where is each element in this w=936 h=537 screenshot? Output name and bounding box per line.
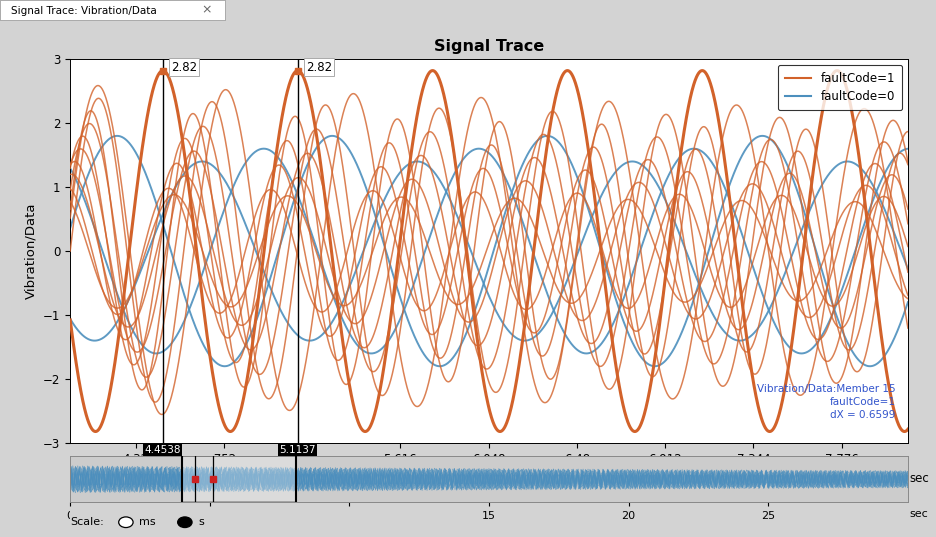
Title: Signal Trace: Signal Trace	[434, 39, 544, 54]
Text: ms: ms	[139, 517, 155, 527]
Text: 2.82: 2.82	[171, 61, 197, 74]
Text: Vibration/Data:Member 15
faultCode=1
dX = 0.6599: Vibration/Data:Member 15 faultCode=1 dX …	[756, 383, 896, 420]
Text: ×: ×	[201, 4, 212, 17]
X-axis label: Time: Time	[473, 468, 505, 482]
Text: 5.1137: 5.1137	[280, 445, 316, 455]
Circle shape	[119, 517, 133, 527]
Text: 2.82: 2.82	[306, 61, 332, 74]
Text: sec: sec	[910, 509, 929, 519]
Text: Scale:: Scale:	[70, 517, 104, 527]
Bar	[182, 456, 297, 502]
Text: s: s	[198, 517, 204, 527]
Text: sec: sec	[910, 472, 929, 485]
Circle shape	[178, 517, 192, 527]
Text: 4.4538: 4.4538	[145, 445, 182, 455]
Text: Signal Trace: Vibration/Data: Signal Trace: Vibration/Data	[11, 6, 157, 16]
Legend: faultCode=1, faultCode=0: faultCode=1, faultCode=0	[778, 65, 902, 110]
Y-axis label: Vibration/Data: Vibration/Data	[24, 203, 37, 299]
